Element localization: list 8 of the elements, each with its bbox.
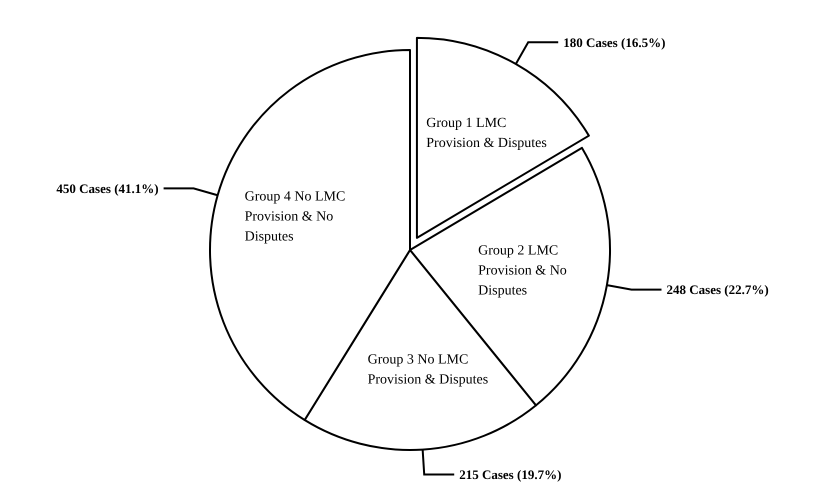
data-label: 248 Cases (22.7%) — [666, 282, 769, 298]
data-label: 180 Cases (16.5%) — [563, 34, 666, 50]
slice-label: Group 4 No LMC Provision & No Disputes — [244, 190, 349, 245]
slice-label: Group 2 LMC Provision & No Disputes — [478, 244, 570, 299]
data-label: 450 Cases (41.1%) — [56, 180, 159, 196]
slice-label: Group 3 No LMC Provision & Disputes — [368, 352, 488, 388]
slice-label: Group 1 LMC Provision & Disputes — [426, 116, 547, 152]
data-label: 215 Cases (19.7%) — [459, 467, 562, 482]
